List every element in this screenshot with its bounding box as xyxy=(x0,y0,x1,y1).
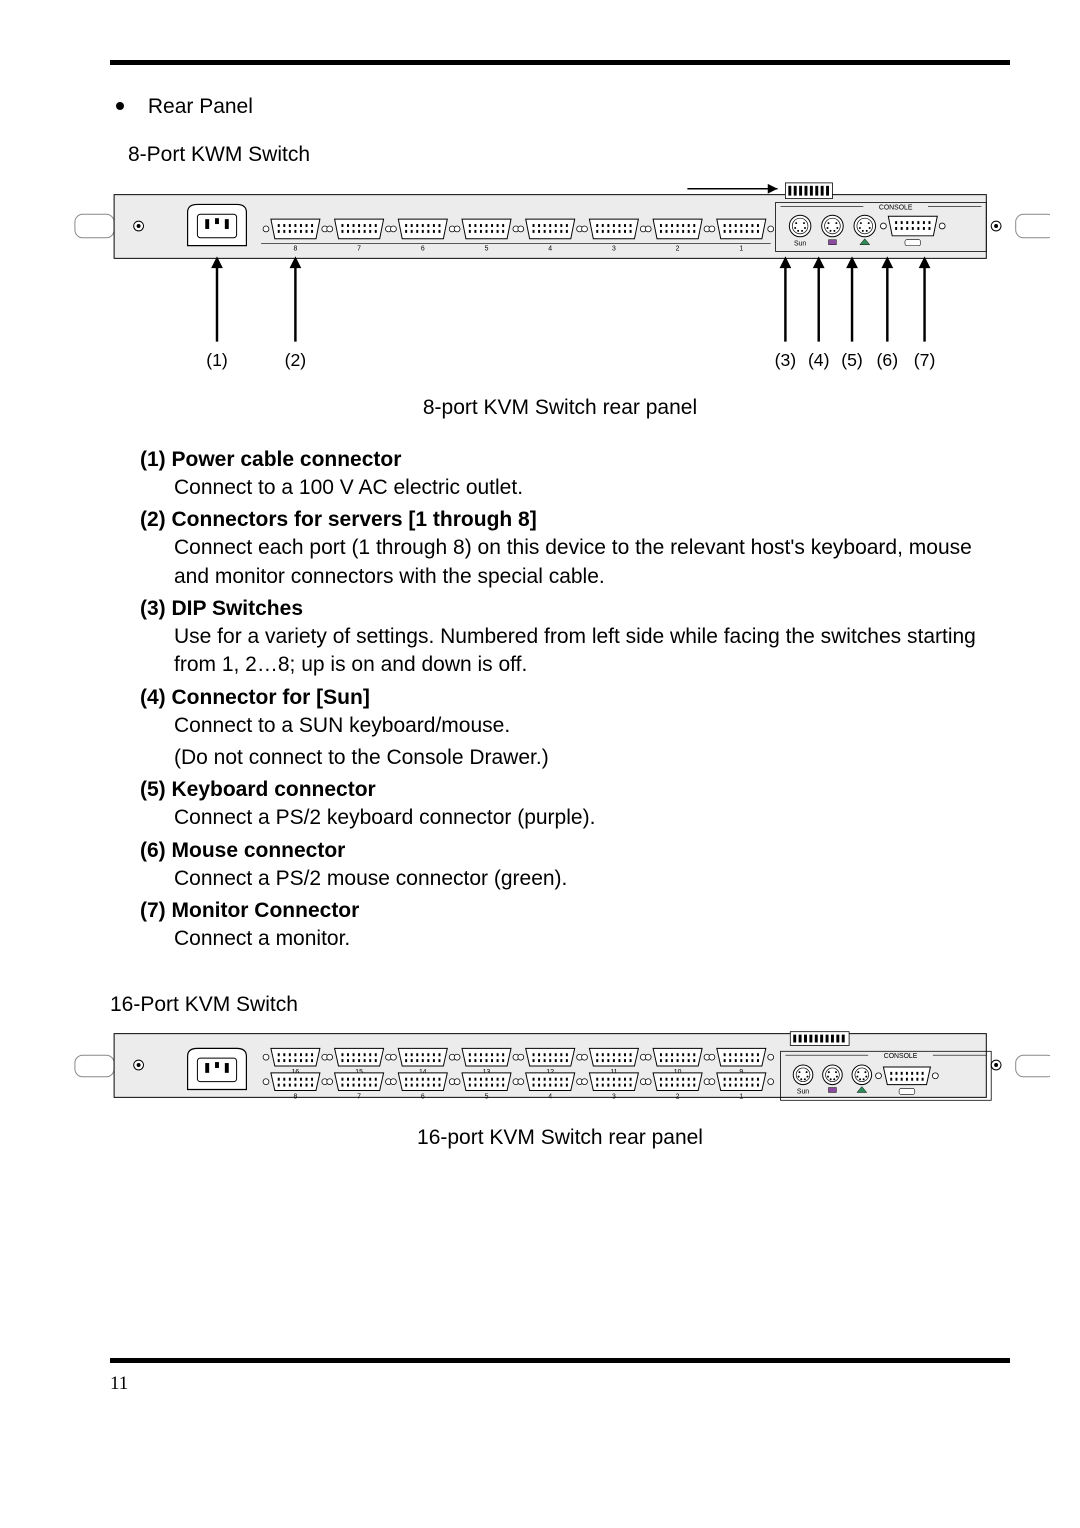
caption-16port: 16-port KVM Switch rear panel xyxy=(110,1126,1010,1150)
item-head: (7) Monitor Connector xyxy=(140,899,1010,923)
item-body: Connect a PS/2 mouse connector (green). xyxy=(174,865,1010,893)
rear-panel-bullet: Rear Panel xyxy=(110,95,1010,119)
switch8-title: 8-Port KWM Switch xyxy=(128,143,1010,167)
bullet-icon xyxy=(116,102,124,110)
svg-text:6: 6 xyxy=(421,1094,425,1101)
item-body: Connect a PS/2 keyboard connector (purpl… xyxy=(174,804,1010,832)
svg-text:(1): (1) xyxy=(206,350,228,370)
svg-text:(2): (2) xyxy=(285,350,307,370)
page-number: 11 xyxy=(110,1373,1010,1395)
item-body: (Do not connect to the Console Drawer.) xyxy=(174,744,1010,772)
svg-text:1: 1 xyxy=(739,1094,743,1101)
svg-text:8: 8 xyxy=(293,1094,297,1101)
svg-text:(6): (6) xyxy=(877,350,899,370)
bottom-rule xyxy=(110,1358,1010,1363)
svg-text:8: 8 xyxy=(293,246,297,253)
svg-text:(3): (3) xyxy=(775,350,797,370)
svg-text:5: 5 xyxy=(485,246,489,253)
item-body: Connect to a 100 V AC electric outlet. xyxy=(174,474,1010,502)
rear-panel-text: Rear Panel xyxy=(148,95,253,118)
item-body: Connect a monitor. xyxy=(174,925,1010,953)
caption-8port: 8-port KVM Switch rear panel xyxy=(110,396,1010,420)
switch16-title: 16-Port KVM Switch xyxy=(110,993,1010,1017)
item-body: Connect each port (1 through 8) on this … xyxy=(174,534,1010,591)
svg-text:1: 1 xyxy=(739,246,743,253)
svg-text:CONSOLE: CONSOLE xyxy=(884,1054,918,1061)
svg-text:CONSOLE: CONSOLE xyxy=(879,204,913,211)
item-head: (3) DIP Switches xyxy=(140,597,1010,621)
svg-text:4: 4 xyxy=(548,246,552,253)
items-list: (1) Power cable connectorConnect to a 10… xyxy=(140,448,1010,953)
item-head: (1) Power cable connector xyxy=(140,448,1010,472)
item-head: (4) Connector for [Sun] xyxy=(140,686,1010,710)
svg-text:Sun: Sun xyxy=(794,241,806,248)
svg-text:7: 7 xyxy=(357,1094,361,1101)
diagram-16port: 16815714613512411310291CONSOLESun xyxy=(70,1023,1050,1108)
diagram-8port: 8 7 6 5 4 3 2 1 CONSOLE Sun (1) (2) (3) (4) (5) (6) (7) xyxy=(70,173,1050,378)
item-body: Use for a variety of settings. Numbered … xyxy=(174,623,1010,680)
svg-text:Sun: Sun xyxy=(797,1089,809,1096)
svg-text:3: 3 xyxy=(612,246,616,253)
svg-text:2: 2 xyxy=(676,1094,680,1101)
svg-text:5: 5 xyxy=(485,1094,489,1101)
svg-text:6: 6 xyxy=(421,246,425,253)
item-head: (2) Connectors for servers [1 through 8] xyxy=(140,508,1010,532)
item-body: Connect to a SUN keyboard/mouse. xyxy=(174,712,1010,740)
svg-text:(7): (7) xyxy=(914,350,936,370)
svg-text:3: 3 xyxy=(612,1094,616,1101)
svg-text:(5): (5) xyxy=(841,350,863,370)
svg-text:4: 4 xyxy=(548,1094,552,1101)
item-head: (6) Mouse connector xyxy=(140,839,1010,863)
item-head: (5) Keyboard connector xyxy=(140,778,1010,802)
svg-text:7: 7 xyxy=(357,246,361,253)
svg-text:(4): (4) xyxy=(808,350,830,370)
top-rule xyxy=(110,60,1010,65)
svg-text:2: 2 xyxy=(676,246,680,253)
